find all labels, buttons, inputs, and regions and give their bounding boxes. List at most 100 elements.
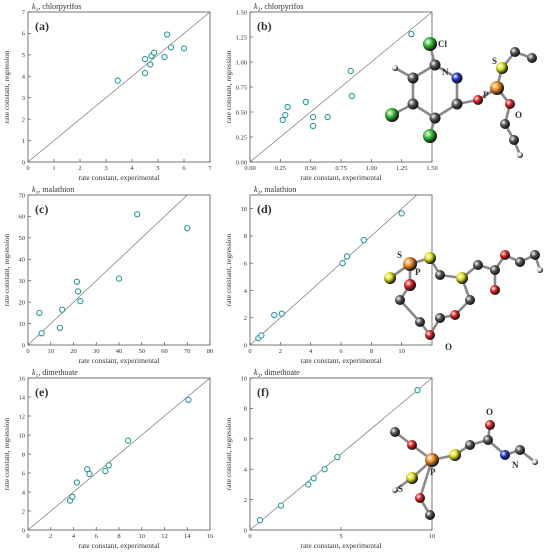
identity-line — [249, 194, 418, 346]
x-tick-label: 40 — [116, 348, 123, 355]
data-point — [309, 122, 317, 130]
y-tick-label: 4 — [244, 288, 248, 295]
y-tick-label: 10 — [241, 375, 248, 382]
x-tick-label: 14 — [184, 533, 191, 540]
atom-c — [415, 317, 425, 327]
chart-panel: 0 2 4 6 8 10 12 14 16 0 2 4 6 8 10 12 14 16 k1, dimethoate… — [2, 368, 214, 550]
x-tick-label: 0.50 — [305, 165, 316, 172]
atom-o — [404, 279, 416, 291]
y-tick-label: 70 — [19, 192, 26, 199]
data-point — [398, 210, 405, 217]
data-point — [163, 31, 171, 38]
atom-o — [425, 330, 435, 340]
atom-s — [496, 62, 508, 74]
atom-c — [500, 119, 510, 129]
dimethoate-molecule: O N P S — [390, 407, 538, 520]
data-point — [115, 275, 123, 282]
atom-n — [500, 450, 510, 460]
atom-label: Cl — [438, 39, 447, 49]
chart-panel: 0.00 0.25 0.50 0.75 1.00 1.25 1.50 0.00 0.25 0.50… — [224, 2, 438, 182]
chart-panel: 0 1 2 3 4 5 6 7 0 1 2 3 4 5 6 7 k1, chlorpyrifos (a) rate … — [2, 2, 212, 182]
x-tick-label: 2 — [49, 533, 52, 540]
y-tick-label: 5 — [22, 52, 25, 59]
x-tick-label: 16 — [207, 533, 214, 540]
x-tick-label: 0 — [248, 348, 251, 355]
chart-panel: 0 2 4 6 8 10 0 2 4 6 8 10 k2, malathion (d) rate const… — [224, 185, 433, 365]
data-point — [256, 516, 264, 524]
panel-title: k1, malathion — [32, 185, 74, 196]
atom-cl — [423, 37, 437, 51]
x-axis-label: rate constant, experimental — [78, 356, 159, 365]
atom-c — [465, 295, 475, 305]
panel-letter: (a) — [35, 19, 49, 33]
atom-c — [465, 440, 475, 450]
atom-c — [527, 53, 537, 63]
x-axis-label: rate constant, experimental — [300, 173, 381, 182]
data-point — [360, 236, 367, 244]
atom-s — [449, 449, 461, 461]
y-tick-label: 8 — [244, 406, 247, 413]
data-point — [102, 467, 109, 475]
atom-o — [485, 420, 495, 430]
x-tick-label: 1.25 — [396, 165, 407, 172]
y-axis-label: rate constant, regression — [224, 417, 233, 490]
data-point — [309, 113, 317, 121]
data-point — [114, 77, 121, 84]
data-point — [86, 470, 93, 478]
atom-c — [509, 135, 519, 145]
panel-letter: (b) — [257, 19, 272, 33]
atom-label: P — [483, 90, 489, 100]
y-tick-label: 0.75 — [236, 84, 247, 91]
data-point — [69, 493, 76, 500]
y-tick-label: 0.50 — [236, 109, 247, 116]
identity-line — [27, 377, 211, 531]
data-point — [105, 462, 112, 469]
y-tick-label: 6 — [22, 31, 26, 38]
atom-label: O — [486, 407, 493, 417]
atom-label: S — [397, 250, 402, 260]
y-tick-label: 16 — [19, 375, 26, 382]
data-point — [347, 67, 354, 75]
identity-line — [27, 11, 211, 163]
atom-label: N — [442, 67, 449, 77]
panel-letter: (e) — [35, 385, 48, 399]
y-tick-label: 10 — [19, 432, 26, 439]
data-point — [167, 44, 175, 51]
y-tick-label: 2 — [244, 497, 247, 504]
y-tick-label: 8 — [22, 451, 25, 458]
atom-cl — [423, 129, 437, 143]
atom-c — [435, 313, 445, 323]
y-tick-label: 2 — [22, 116, 25, 123]
atom-c — [407, 72, 419, 84]
data-point — [310, 475, 317, 482]
atom-label: S — [398, 484, 403, 494]
y-tick-label: 1.25 — [236, 34, 247, 41]
x-tick-label: 8 — [117, 533, 120, 540]
atom-c — [473, 260, 483, 270]
y-tick-label: 50 — [19, 235, 26, 242]
data-point — [141, 69, 149, 77]
atom-c — [407, 98, 419, 110]
atom-c — [510, 47, 520, 57]
atom-c — [390, 427, 400, 437]
atom-p — [425, 453, 439, 467]
x-tick-label: 1.00 — [366, 165, 377, 172]
plot-frame — [249, 194, 433, 346]
atom-p — [490, 81, 504, 95]
atom-h — [517, 152, 523, 158]
atom-o — [473, 95, 483, 105]
y-tick-label: 0 — [22, 159, 25, 166]
x-tick-label: 0.00 — [244, 165, 255, 172]
x-tick-label: 1.50 — [426, 165, 437, 172]
atom-o — [407, 440, 417, 450]
data-point — [161, 53, 168, 61]
y-tick-label: 0 — [22, 527, 25, 534]
x-tick-label: 7 — [208, 165, 212, 172]
atom-c — [395, 295, 405, 305]
x-tick-label: 0 — [26, 348, 29, 355]
y-tick-label: 14 — [19, 394, 26, 401]
x-tick-label: 4 — [130, 165, 134, 172]
y-axis-label: rate constant, regression — [2, 417, 11, 490]
atom-c — [530, 250, 540, 260]
